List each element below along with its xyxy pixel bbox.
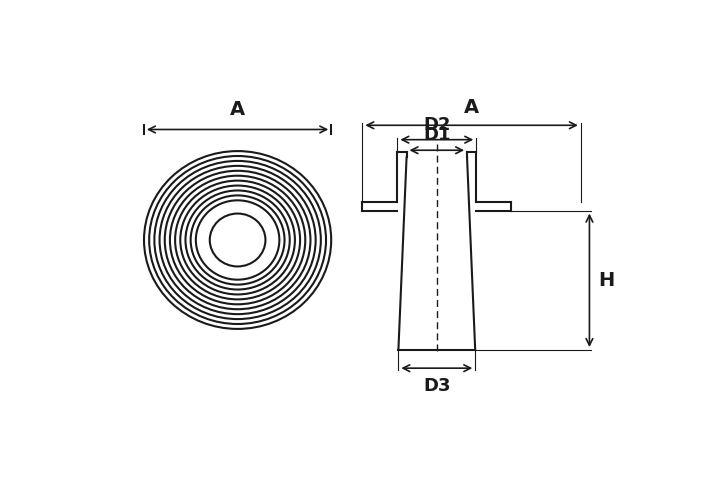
Text: D3: D3 [423, 377, 451, 395]
Text: A: A [464, 97, 480, 117]
Text: D2: D2 [423, 116, 451, 134]
Text: A: A [230, 100, 246, 119]
Text: H: H [598, 271, 614, 290]
Text: D1: D1 [423, 127, 451, 144]
